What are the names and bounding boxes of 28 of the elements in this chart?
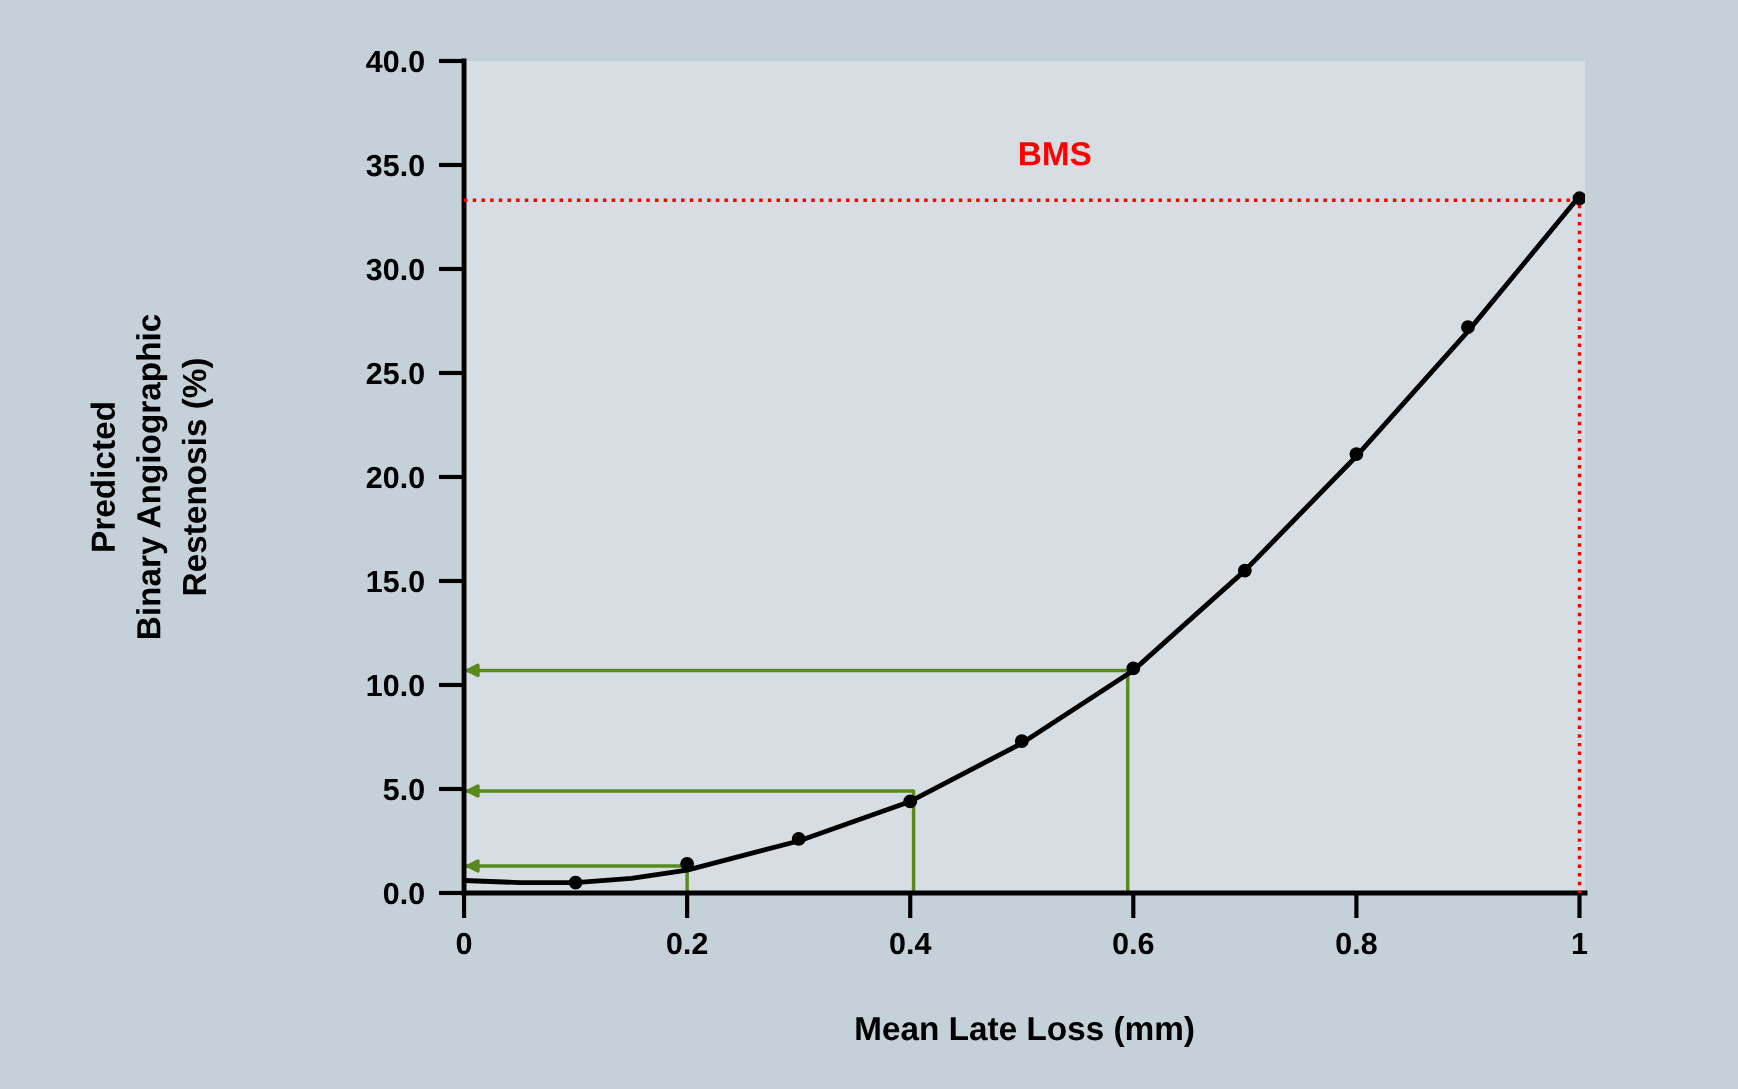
x-tick-label: 0.4	[890, 932, 932, 955]
x-tick-label: 0.8	[1336, 932, 1377, 955]
y-tick-label: 35.0	[366, 154, 424, 177]
point	[1349, 447, 1364, 462]
x-tick-label: 0.2	[667, 932, 708, 955]
point	[568, 875, 583, 890]
point	[1237, 563, 1252, 578]
y-tick-label: 40.0	[366, 50, 424, 73]
point	[1572, 191, 1586, 206]
y-tick-label: 30.0	[366, 258, 424, 281]
x-axis-title: Mean Late Loss (mm)	[856, 1015, 1194, 1047]
point	[1461, 320, 1475, 335]
y-tick-label: 0.0	[383, 882, 424, 905]
y-tick-label: 25.0	[366, 362, 424, 385]
y-axis-title: Predicted Binary Angiographic Restenosis (%)	[90, 314, 213, 639]
x-tick-label: 0	[456, 932, 472, 955]
x-tick-label: 0.6	[1113, 932, 1154, 955]
y-tick-label: 10.0	[367, 674, 424, 697]
point	[1126, 661, 1141, 676]
point	[1014, 734, 1029, 749]
point	[680, 856, 695, 871]
annotation: BMS	[1020, 142, 1091, 166]
x-tick-label: 1	[1572, 932, 1588, 955]
y-tick-label: 5.0	[383, 778, 424, 801]
y-tick-label: 15.0	[367, 570, 424, 593]
point	[791, 831, 806, 846]
y-tick-label: 20.0	[366, 466, 424, 489]
point	[903, 794, 918, 809]
